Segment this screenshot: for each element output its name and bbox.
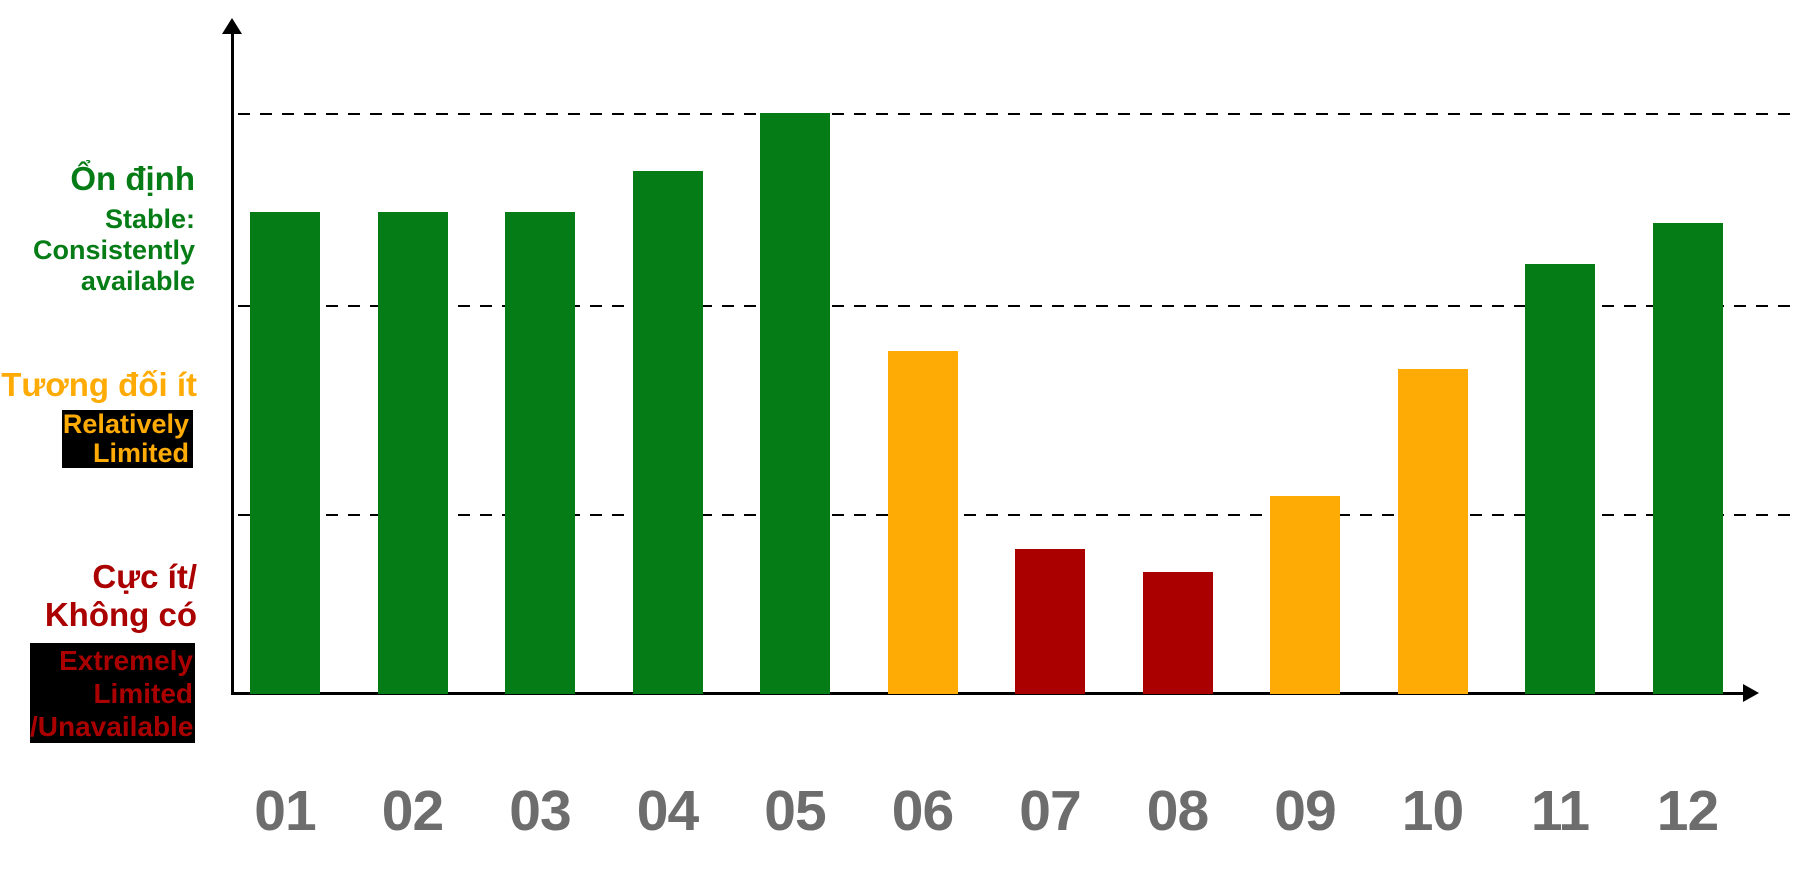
x-tick-label-02: 02 [381,779,444,843]
label-relatively-limited-english-box: Relatively Limited [62,410,193,468]
label-stable-english: Stable: Consistently available [0,204,195,297]
x-tick-label-05: 05 [764,779,826,843]
x-tick-label-08: 08 [1146,779,1209,843]
label-extremely-limited-vietnamese: Cực ít/ Không có [0,558,197,634]
x-tick-label-12: 12 [1656,779,1719,843]
label-rel-en-line2: Limited [92,438,189,468]
x-tick-label-04: 04 [636,779,699,843]
x-tick-label-01: 01 [254,779,316,843]
label-extremely-limited-english-box: Extremely Limited /Unavailable [30,643,195,743]
label-stable-en-line3: available [80,266,195,296]
label-ext-en-line1: Extremely [59,645,193,676]
label-stable-en-line1: Stable: [104,204,195,234]
bar-04 [632,171,703,694]
label-stable-vietnamese: Ổn định [70,160,195,197]
bar-12 [1652,223,1723,694]
label-ext-en-line3: /Unavailable [30,711,194,742]
x-tick-label-03: 03 [509,779,571,843]
x-tick-label-06: 06 [891,779,954,843]
gridline-3 [238,513,1795,516]
x-tick-label-11: 11 [1530,779,1590,843]
x-tick-label-09: 09 [1274,779,1336,843]
gridline-2 [238,304,1795,307]
bar-06 [887,351,958,694]
x-tick-label-07: 07 [1019,779,1081,843]
x-tick-label-10: 10 [1401,779,1464,843]
bar-01 [250,211,320,694]
bar-07 [1015,548,1085,694]
y-axis-arrow-icon [222,18,242,34]
gridline-1 [238,113,1795,115]
bar-09 [1270,496,1340,694]
label-ext-vi-line2: Không có [44,596,197,633]
label-rel-en-line1: Relatively [62,409,189,439]
bar-05 [760,113,830,694]
x-axis-line [231,692,1747,695]
label-relatively-limited-vietnamese: Tương đối ít [1,366,197,403]
bar-11 [1525,264,1595,694]
bar-08 [1142,572,1213,694]
x-axis-arrow-icon [1743,684,1759,702]
label-stable-en-line2: Consistently [32,235,195,265]
bar-02 [377,211,448,694]
bar-10 [1397,368,1468,694]
bar-03 [505,211,575,694]
label-ext-en-line2: Limited [93,678,193,709]
label-ext-vi-line1: Cực ít/ [92,558,197,595]
y-axis-line [231,28,234,695]
